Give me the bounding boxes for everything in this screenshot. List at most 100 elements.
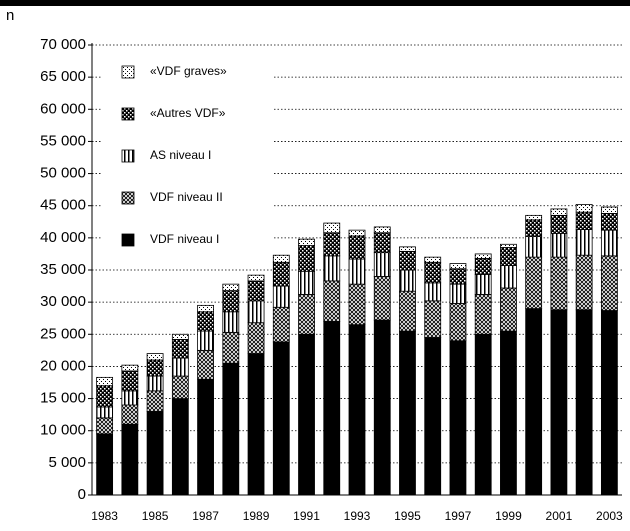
bar-segment: [96, 385, 114, 408]
bar-segment: [600, 229, 618, 257]
bar-segment: [197, 330, 214, 351]
bar-segment: [323, 255, 341, 282]
bar-segment: [424, 256, 442, 263]
bar-segment: [525, 236, 543, 258]
bar-segment: [171, 339, 189, 359]
y-tick-label: 50 000: [40, 165, 86, 182]
bar-segment: [348, 283, 366, 326]
bar-segment: [348, 324, 366, 496]
legend-swatch: [121, 191, 135, 205]
bar-segment: [500, 265, 517, 289]
bar-segment: [323, 280, 341, 322]
bar-segment: [247, 322, 265, 354]
y-tick-label: 0: [78, 486, 86, 503]
bar-segment: [171, 375, 189, 399]
bar-segment: [500, 243, 517, 248]
bar-segment: [550, 208, 568, 216]
bar-segment: [96, 417, 114, 435]
bar-segment: [247, 274, 265, 282]
bar-segment: [272, 261, 290, 287]
x-tick-label: 1993: [344, 509, 371, 523]
bar-segment: [222, 331, 240, 364]
bar-segment: [449, 340, 467, 496]
bar-segment: [373, 232, 391, 254]
bar-segment: [272, 285, 290, 308]
bar-segment: [399, 250, 416, 271]
bar-segment: [424, 337, 442, 496]
bar-segment: [399, 246, 416, 252]
bar-segment: [323, 321, 341, 496]
bar-segment: [197, 311, 214, 332]
bar-segment: [247, 353, 265, 496]
bar-segment: [298, 245, 315, 272]
bar-segment: [348, 229, 366, 237]
bar-segment: [373, 252, 391, 277]
y-tick-label: 10 000: [40, 422, 86, 439]
y-tick-label: 30 000: [40, 293, 86, 310]
bar-segment: [424, 300, 442, 338]
bar-segment: [96, 376, 114, 387]
bar-segment: [600, 206, 618, 214]
bar-segment: [474, 258, 492, 275]
bar-segment: [323, 222, 341, 234]
x-tick-label: 2003: [596, 509, 623, 523]
y-tick-label: 40 000: [40, 229, 86, 246]
bar-segment: [171, 357, 189, 377]
legend-label: AS niveau I: [150, 148, 211, 162]
bar-segment: [171, 398, 189, 496]
bar-segment: [222, 311, 240, 333]
bar-segment: [373, 226, 391, 234]
bar-segment: [424, 282, 442, 302]
bar-segment: [600, 310, 618, 496]
bar-segment: [373, 276, 391, 321]
bar-segment: [222, 290, 240, 313]
y-tick-label: 45 000: [40, 197, 86, 214]
bar-segment: [146, 375, 164, 392]
bar-segment: [272, 341, 290, 496]
bar-segment: [550, 214, 568, 234]
y-tick-label: 35 000: [40, 261, 86, 278]
bar-segment: [298, 238, 315, 246]
y-tick-label: 60 000: [40, 100, 86, 117]
bar-segment: [474, 294, 492, 335]
bar-segment: [474, 333, 492, 496]
legend-label: «VDF graves»: [150, 64, 227, 78]
legend-label: VDF niveau II: [150, 190, 223, 204]
bar-segment: [575, 229, 593, 256]
bar-segment: [146, 411, 164, 496]
y-tick-label: 5 000: [48, 454, 86, 471]
bar-segment: [323, 232, 341, 257]
legend-label: «Autres VDF»: [150, 106, 226, 120]
bar-segment: [197, 349, 214, 380]
bar-segment: [550, 256, 568, 311]
bar-segment: [298, 333, 315, 496]
bar-segment: [222, 283, 240, 291]
bar-segment: [399, 269, 416, 292]
bar-segment: [550, 309, 568, 496]
x-tick-label: 1989: [243, 509, 270, 523]
header-bar: [0, 0, 630, 6]
bar-segment: [373, 319, 391, 496]
y-tick-label: 55 000: [40, 132, 86, 149]
bar-segment: [197, 304, 214, 313]
y-axis-label: n: [6, 7, 14, 24]
bar-segment: [449, 263, 467, 270]
bar-segment: [500, 330, 517, 496]
x-tick-label: 1999: [495, 509, 522, 523]
bar-segment: [525, 214, 543, 221]
bar-segment: [222, 362, 240, 496]
bar-segment: [298, 270, 315, 295]
x-tick-label: 1983: [91, 509, 118, 523]
bar-segment: [449, 283, 467, 304]
bar-segment: [575, 211, 593, 230]
y-tick-label: 15 000: [40, 390, 86, 407]
y-tick-label: 25 000: [40, 325, 86, 342]
bar-segment: [146, 359, 164, 377]
x-tick-label: 1997: [445, 509, 472, 523]
bar-segment: [121, 390, 139, 406]
y-tick-label: 70 000: [40, 36, 86, 53]
bar-segment: [575, 254, 593, 311]
bar-segment: [171, 333, 189, 340]
bar-segment: [575, 204, 593, 213]
